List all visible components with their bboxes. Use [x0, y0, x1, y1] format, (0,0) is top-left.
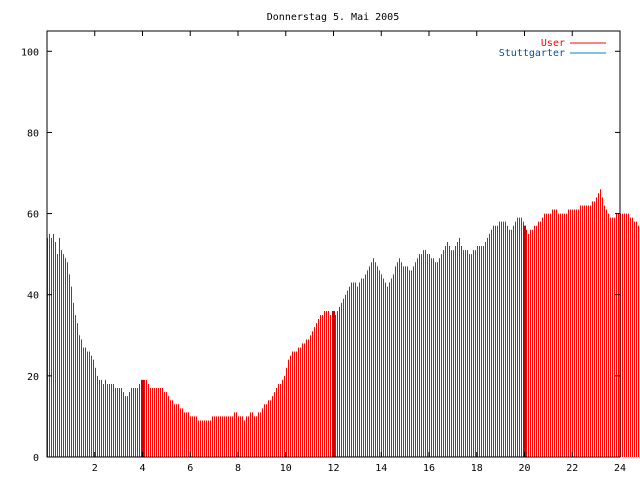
x-tick-label: 2	[92, 463, 98, 474]
y-tick-label: 0	[33, 453, 39, 464]
y-tick-label: 80	[27, 128, 39, 139]
legend: User Stuttgarter	[499, 38, 606, 59]
x-tick-label: 20	[518, 463, 530, 474]
x-tick-label: 8	[235, 463, 241, 474]
x-axis: 2 4 6 8 10 12 14 16 18 20 22 24	[92, 31, 626, 474]
y-tick-label: 60	[27, 210, 39, 221]
y-tick-label: 100	[21, 47, 39, 58]
y-axis: 0 20 40 60 80 100	[21, 47, 620, 464]
marker-line	[523, 225, 526, 457]
y-tick-label: 40	[27, 291, 39, 302]
x-tick-label: 24	[614, 463, 626, 474]
marker-line	[332, 310, 335, 457]
legend-stuttgarter-label: Stuttgarter	[499, 48, 565, 59]
x-tick-label: 6	[187, 463, 193, 474]
x-tick-label: 16	[423, 463, 435, 474]
x-tick-label: 22	[566, 463, 578, 474]
legend-user-label: User	[541, 38, 565, 49]
chart-title: Donnerstag 5. Mai 2005	[267, 12, 399, 23]
x-tick-label: 10	[280, 463, 292, 474]
x-tick-label: 18	[471, 463, 483, 474]
y-tick-label: 20	[27, 372, 39, 383]
bars-group	[47, 189, 639, 457]
x-tick-label: 12	[327, 463, 339, 474]
marker-lines	[141, 225, 526, 457]
x-tick-label: 14	[375, 463, 387, 474]
marker-line	[141, 379, 144, 457]
x-tick-label: 4	[139, 463, 145, 474]
